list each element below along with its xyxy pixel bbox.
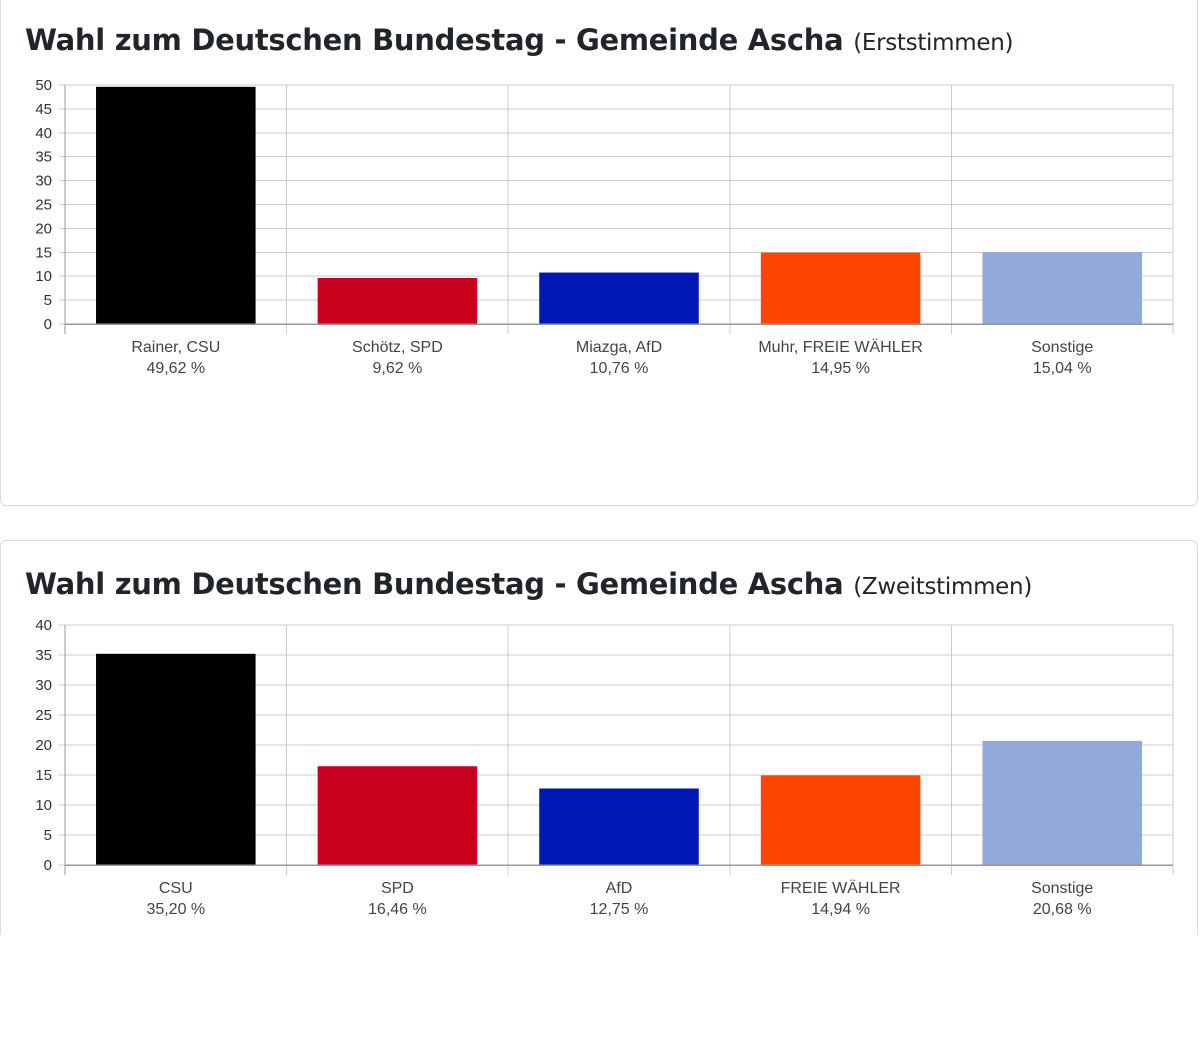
y-tick-label: 0	[44, 316, 52, 333]
y-tick-label: 0	[44, 857, 52, 874]
bar	[317, 766, 478, 865]
x-tick-label: CSU	[159, 880, 193, 897]
x-tick-label: SPD	[381, 880, 414, 897]
page-blank-area	[0, 935, 1200, 1050]
y-tick-label: 20	[35, 737, 52, 754]
y-tick-label: 20	[35, 220, 52, 237]
data-label: 9,62 %	[372, 360, 422, 377]
bar	[317, 278, 478, 324]
y-tick-label: 40	[35, 617, 52, 634]
y-tick-label: 10	[35, 797, 52, 814]
bar	[982, 252, 1142, 324]
bar	[760, 775, 921, 865]
y-tick-label: 35	[35, 149, 52, 166]
x-tick-label: Miazga, AfD	[576, 339, 662, 356]
chart-title: Wahl zum Deutschen Bundestag - Gemeinde …	[25, 23, 1013, 57]
data-label: 20,68 %	[1033, 901, 1092, 918]
y-tick-label: 5	[44, 827, 52, 844]
y-tick-label: 15	[35, 767, 52, 784]
data-label: 10,76 %	[590, 360, 649, 377]
y-tick-label: 15	[35, 244, 52, 261]
chart-title-main: Wahl zum Deutschen Bundestag - Gemeinde …	[25, 23, 844, 57]
y-tick-label: 10	[35, 268, 52, 285]
bar	[96, 653, 256, 865]
bar-chart-zweitstimmen: 0 5 10 15 20 25 30 35 40 CSU 35,20 % SPD 16,46 % AfD 1…	[35, 617, 1174, 918]
y-tick-label: 25	[35, 707, 52, 724]
y-tick-label: 40	[35, 125, 52, 142]
bar	[539, 788, 699, 865]
chart-title-sub: (Erststimmen)	[853, 30, 1014, 56]
chart-card-erststimmen: Wahl zum Deutschen Bundestag - Gemeinde …	[0, 0, 1198, 506]
bar	[982, 740, 1142, 865]
y-tick-label: 5	[44, 292, 52, 309]
bar	[96, 86, 256, 324]
data-label: 49,62 %	[146, 360, 205, 377]
y-tick-label: 30	[35, 173, 52, 190]
data-label: 14,94 %	[811, 901, 870, 918]
chart-title: Wahl zum Deutschen Bundestag - Gemeinde …	[25, 567, 1032, 601]
y-tick-label: 30	[35, 677, 52, 694]
bar	[760, 252, 921, 324]
y-tick-label: 25	[35, 197, 52, 214]
x-tick-label: Muhr, FREIE WÄHLER	[758, 338, 922, 356]
y-tick-label: 35	[35, 647, 52, 664]
chart-title-sub: (Zweitstimmen)	[853, 574, 1032, 600]
bar-chart-erststimmen: 0 5 10 15 20 25 30 35 40 45 50 Rainer, CSU 49,62 % Sc…	[35, 77, 1174, 377]
plot-area: 0 5 10 15 20 25 30 35 40 CSU 35,20 % SPD 16,46 % AfD 1…	[35, 617, 1174, 918]
data-label: 35,20 %	[146, 901, 205, 918]
x-tick-label: FREIE WÄHLER	[781, 879, 901, 897]
x-tick-label: AfD	[606, 880, 633, 897]
x-tick-label: Rainer, CSU	[131, 339, 220, 356]
y-tick-label: 45	[35, 101, 52, 118]
plot-area: 0 5 10 15 20 25 30 35 40 45 50 Rainer, CSU 49,62 % Sc…	[35, 77, 1174, 377]
bar	[539, 272, 699, 324]
chart-title-main: Wahl zum Deutschen Bundestag - Gemeinde …	[25, 567, 844, 601]
x-tick-label: Sonstige	[1031, 880, 1093, 897]
chart-card-zweitstimmen: Wahl zum Deutschen Bundestag - Gemeinde …	[0, 540, 1198, 960]
data-label: 14,95 %	[811, 360, 870, 377]
x-tick-label: Sonstige	[1031, 339, 1093, 356]
x-tick-label: Schötz, SPD	[352, 339, 443, 356]
data-label: 15,04 %	[1033, 360, 1092, 377]
y-tick-label: 50	[35, 77, 52, 94]
data-label: 12,75 %	[590, 901, 649, 918]
data-label: 16,46 %	[368, 901, 427, 918]
